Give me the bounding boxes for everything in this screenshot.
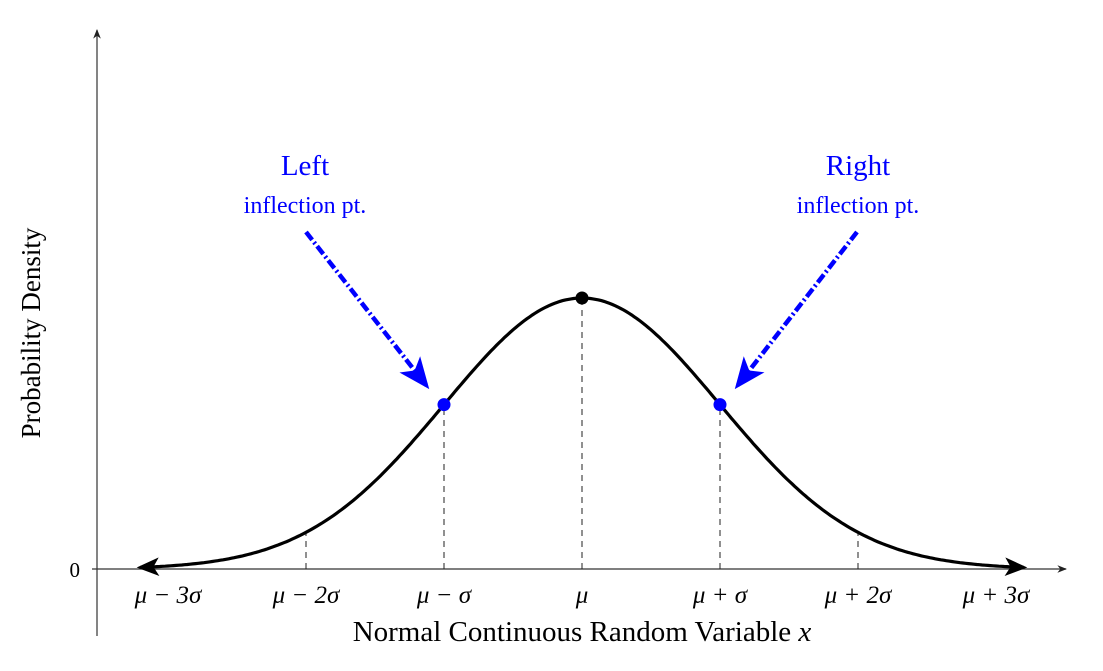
peak-point [575, 291, 589, 305]
x-tick-label: μ − 3σ [134, 582, 203, 609]
right-annotation-arrow [734, 230, 859, 390]
x-tick-label: μ + 3σ [962, 582, 1031, 609]
right-annotation-title: Right [826, 150, 890, 182]
x-tick-label: μ + 2σ [824, 582, 893, 609]
x-tick-labels: μ − 3σ μ − 2σ μ − σ μ μ + σ μ + 2σ μ + 3σ [134, 582, 1031, 609]
x-axis-label: Normal Continuous Random Variable x [353, 616, 812, 648]
x-tick-label: μ + σ [692, 582, 749, 609]
dashed-guides [305, 298, 859, 569]
left-annotation-arrow [304, 230, 430, 390]
left-inflection-point [437, 398, 451, 412]
right-inflection-point [713, 398, 727, 412]
y-zero-label: 0 [70, 558, 81, 582]
right-annotation-subtitle: inflection pt. [797, 193, 920, 219]
left-inflection-annotation: Left inflection pt. [244, 150, 430, 390]
right-inflection-annotation: Right inflection pt. [734, 150, 920, 390]
x-tick-label: μ − 2σ [272, 582, 341, 609]
x-tick-label: μ − σ [416, 582, 473, 609]
x-tick-label: μ [575, 582, 589, 609]
marked-points [437, 291, 727, 412]
left-annotation-title: Left [281, 150, 329, 182]
left-annotation-subtitle: inflection pt. [244, 193, 367, 219]
y-axis-label: Probability Density [16, 227, 46, 438]
